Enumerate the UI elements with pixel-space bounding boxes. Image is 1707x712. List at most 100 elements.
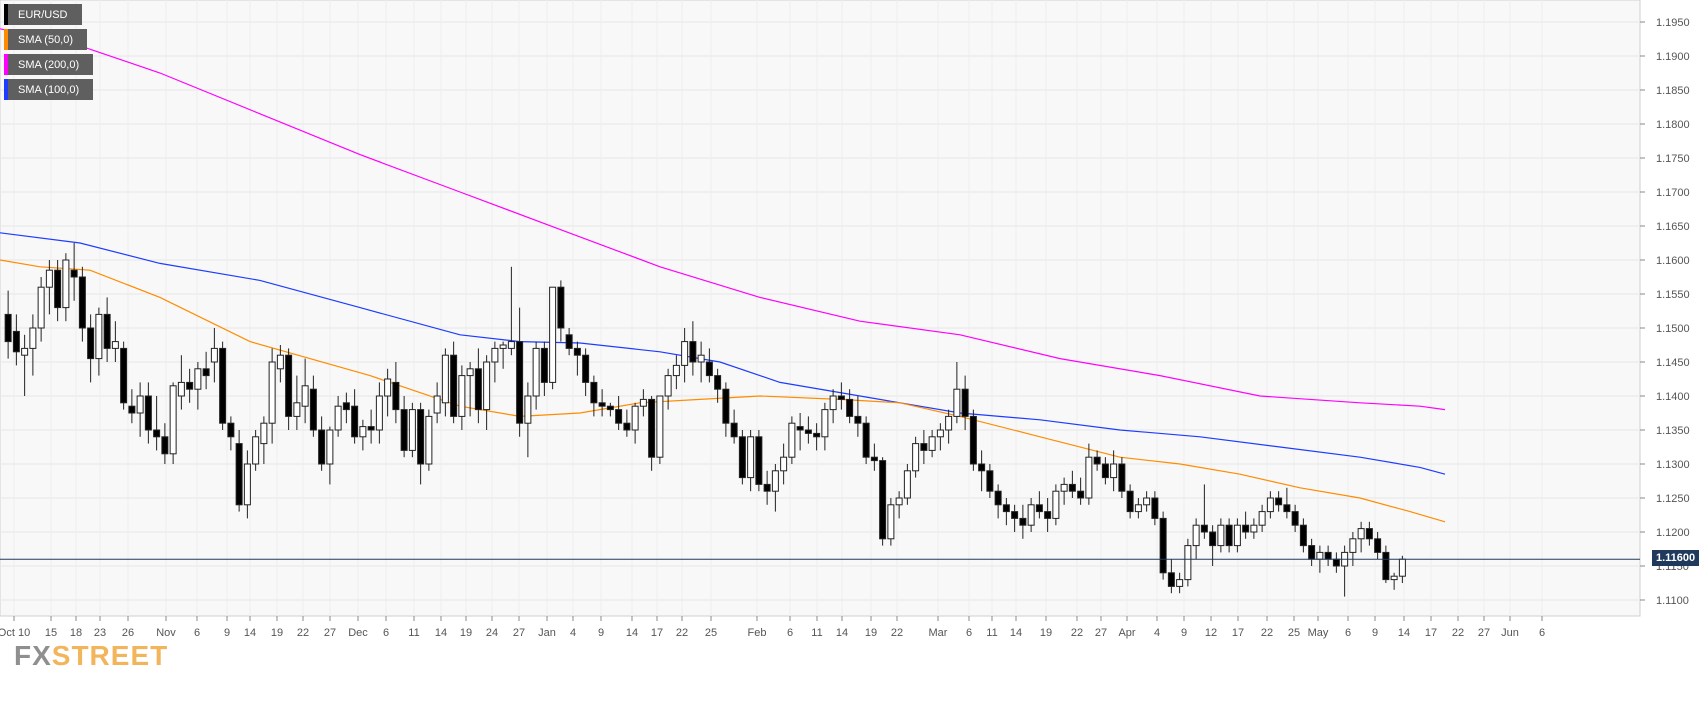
candle-body-bear: [103, 313, 111, 349]
candle-body-bear: [969, 415, 977, 465]
x-tick-label: 17: [1232, 627, 1244, 639]
candle-body-bear: [1365, 528, 1373, 540]
candle: [879, 457, 887, 546]
x-tick-label: 18: [70, 627, 82, 639]
candle: [1225, 518, 1233, 553]
candle-body-bear: [623, 422, 631, 431]
legend-item-sma100[interactable]: SMA (100,0): [4, 79, 94, 100]
candle-body-bull: [887, 504, 895, 540]
candle: [1390, 572, 1398, 590]
candle: [1027, 498, 1035, 532]
candle: [359, 419, 367, 451]
candle: [516, 307, 524, 437]
candle: [62, 253, 70, 322]
candle-body-bull: [1316, 551, 1324, 560]
candle-body-bull: [1027, 504, 1035, 526]
candle: [103, 297, 111, 362]
candle: [1052, 484, 1060, 526]
candle-body-bull: [29, 327, 37, 349]
candle: [507, 266, 515, 356]
y-tick-label: 1.1900: [1656, 51, 1690, 63]
candle-body-bear: [598, 402, 606, 407]
candle-body-bull: [194, 368, 202, 390]
candle-body-bear: [846, 398, 854, 417]
candle: [78, 266, 86, 342]
x-tick-label: 14: [626, 627, 638, 639]
candle-body-bull: [1217, 524, 1225, 547]
candle-body-bull: [672, 364, 680, 377]
candle-body-bear: [1242, 524, 1250, 533]
candle-body-bull: [177, 381, 185, 397]
sma200-line: [0, 28, 1446, 411]
candle: [120, 341, 128, 410]
candle-body-bull: [1085, 456, 1093, 499]
candle: [565, 328, 573, 356]
candle: [326, 426, 334, 485]
candle-body-bear: [1167, 572, 1175, 587]
candle-body-bull: [747, 436, 755, 479]
x-tick-label: 6: [1345, 627, 1351, 639]
fxstreet-logo: FXSTREET: [14, 640, 168, 672]
candle: [524, 382, 532, 458]
x-tick-label: 6: [966, 627, 972, 639]
candle: [1382, 545, 1390, 583]
candle-body-bear: [540, 347, 548, 383]
candle: [1258, 504, 1266, 532]
candle: [681, 328, 689, 383]
x-tick-label: 14: [244, 627, 256, 639]
sma50-line: [0, 259, 1446, 523]
candle-body-bear: [219, 347, 227, 424]
x-tick-label: 17: [651, 627, 663, 639]
legend-item-sma200[interactable]: SMA (200,0): [4, 54, 94, 75]
candle: [912, 436, 920, 478]
candle-body-bear: [730, 422, 738, 438]
candle: [631, 402, 639, 444]
y-tick-label: 1.1750: [1656, 153, 1690, 165]
candle: [384, 368, 392, 417]
candle-body-bull: [788, 422, 796, 458]
candle: [1151, 491, 1159, 526]
logo-street: STREET: [51, 640, 169, 671]
candle-body-bull: [780, 456, 788, 472]
legend-item-eurusd[interactable]: EUR/USD: [4, 4, 93, 25]
candle-body-bear: [153, 429, 161, 438]
x-tick-label: 4: [570, 627, 576, 639]
candle: [276, 345, 284, 383]
candle: [301, 358, 309, 424]
candle: [714, 368, 722, 403]
candle: [37, 277, 45, 342]
candle-body-bull: [491, 347, 499, 363]
candle: [1159, 511, 1167, 580]
candle-body-bull: [912, 443, 920, 472]
candle: [227, 416, 235, 451]
candle: [1085, 443, 1093, 505]
candle: [1101, 457, 1109, 485]
candle-body-bull: [62, 259, 70, 309]
candle: [367, 409, 375, 444]
candle: [953, 362, 961, 424]
x-tick-label: Feb: [748, 627, 767, 639]
candle-body-bear: [755, 436, 763, 485]
candle: [293, 375, 301, 430]
candle: [499, 341, 507, 369]
candle-body-bull: [21, 347, 29, 356]
sma-lines: [0, 28, 1446, 523]
candle: [309, 375, 317, 437]
candle: [978, 450, 986, 492]
legend-item-sma50[interactable]: SMA (50,0): [4, 29, 93, 50]
candle-body-bear: [1044, 511, 1052, 519]
candle-body-bull: [95, 313, 103, 360]
candle: [615, 396, 623, 430]
candle-body-bear: [1283, 504, 1291, 513]
x-tick-label: Nov: [156, 627, 176, 639]
plot-background: [0, 0, 1641, 617]
candle: [417, 402, 425, 485]
legend-label-sma50: SMA (50,0): [8, 29, 88, 50]
candle: [1060, 477, 1068, 505]
candle: [202, 351, 210, 390]
x-tick-label: 15: [45, 627, 57, 639]
candle: [334, 396, 342, 437]
candle-body-bull: [441, 354, 449, 404]
candle-body-bear: [392, 381, 400, 411]
candle: [829, 389, 837, 424]
